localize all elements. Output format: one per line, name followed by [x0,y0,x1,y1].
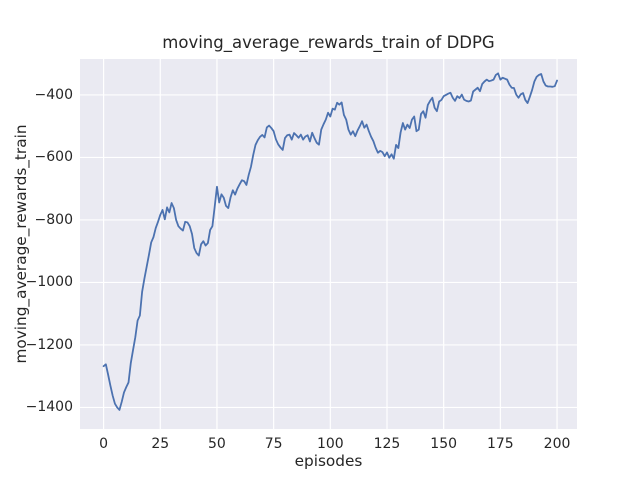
x-tick-label: 150 [430,436,458,452]
y-tick-label: −400 [34,86,73,103]
y-tick-label: −600 [34,149,73,166]
y-axis-label: moving_average_rewards_train [12,124,30,364]
x-tick-label: 175 [486,436,514,452]
plot-background [80,59,577,429]
x-tick-label: 50 [208,436,226,452]
y-tick-label: −800 [34,211,73,228]
x-tick-label: 75 [264,436,283,452]
y-tick-label: −1200 [25,336,73,353]
x-axis-label: episodes [294,452,363,470]
y-tick-label: −1400 [25,399,73,416]
x-tick-label: 200 [543,436,571,452]
plot-area [80,59,577,429]
x-tick-label: 125 [373,436,401,452]
x-tick-label: 100 [316,436,344,452]
y-tick-label: −1000 [25,274,73,291]
series-line [102,72,558,411]
chart-title: moving_average_rewards_train of DDPG [162,33,495,52]
x-tick-label: 25 [151,436,170,452]
x-tick-label: 0 [99,436,109,452]
